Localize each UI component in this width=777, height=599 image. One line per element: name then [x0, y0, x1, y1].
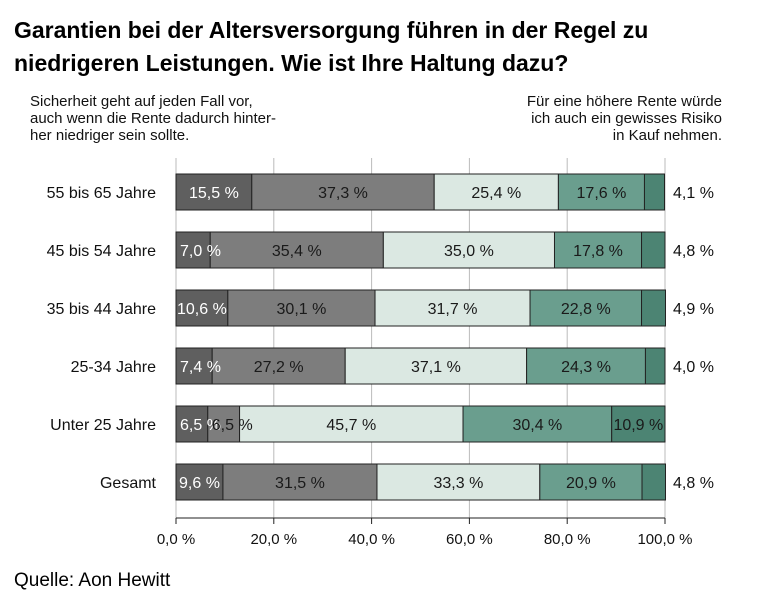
bar-segment	[251, 173, 435, 211]
x-tick-label: 20,0 %	[250, 531, 297, 548]
bar-segment	[553, 231, 643, 269]
category-label: 25-34 Jahre	[71, 359, 156, 376]
data-label: 30,4 %	[512, 417, 562, 434]
x-tick-label: 80,0 %	[544, 531, 591, 548]
bar-segment	[526, 347, 646, 385]
bar-segment	[175, 405, 209, 443]
category-label: Unter 25 Jahre	[50, 417, 156, 434]
data-label: 6,5 %	[212, 417, 253, 434]
data-label: 35,4 %	[272, 243, 322, 260]
data-label: 4,0 %	[673, 359, 714, 376]
x-tick-label: 0,0 %	[157, 531, 195, 548]
data-label: 24,3 %	[561, 359, 611, 376]
data-label: 31,7 %	[428, 301, 478, 318]
x-tick-label: 40,0 %	[348, 531, 395, 548]
data-label: 17,8 %	[573, 243, 623, 260]
left-axis-note: Sicherheit geht auf jeden Fall vor, auch…	[30, 93, 276, 144]
data-label: 45,7 %	[326, 417, 376, 434]
data-label: 37,1 %	[411, 359, 461, 376]
data-label: 9,6 %	[179, 475, 220, 492]
bar-segment	[175, 289, 229, 327]
data-label: 31,5 %	[275, 475, 325, 492]
bar-segment	[227, 289, 376, 327]
bar-segment	[239, 405, 464, 443]
data-label: 37,3 %	[318, 185, 368, 202]
data-label: 4,8 %	[673, 243, 714, 260]
data-label: 4,1 %	[673, 185, 714, 202]
category-label: 35 bis 44 Jahre	[47, 301, 157, 318]
data-label: 35,0 %	[444, 243, 494, 260]
bar-segment	[641, 463, 666, 501]
data-label: 25,4 %	[471, 185, 521, 202]
data-label: 4,9 %	[673, 301, 714, 318]
data-label: 30,1 %	[277, 301, 327, 318]
data-label: 15,5 %	[189, 185, 239, 202]
bar-segment	[374, 289, 531, 327]
bar-segment	[209, 231, 384, 269]
bar-segment	[433, 173, 559, 211]
data-label: 7,0 %	[180, 243, 221, 260]
x-tick-label: 60,0 %	[446, 531, 493, 548]
bar-segment	[344, 347, 528, 385]
bar-segment	[641, 231, 666, 269]
bar-segment	[175, 231, 211, 269]
bar-segment	[644, 347, 666, 385]
bar-segment	[643, 173, 666, 211]
bar-segment	[529, 289, 643, 327]
data-label: 27,2 %	[254, 359, 304, 376]
bar-segment	[222, 463, 378, 501]
source-note: Quelle: Aon Hewitt	[14, 570, 171, 591]
bar-segment	[539, 463, 643, 501]
bar-segment	[557, 173, 645, 211]
data-label: 20,9 %	[566, 475, 616, 492]
data-label: 6,5 %	[180, 417, 221, 434]
bar-segment	[611, 405, 666, 443]
data-label: 4,8 %	[673, 475, 714, 492]
data-label: 22,8 %	[561, 301, 611, 318]
data-label: 33,3 %	[433, 475, 483, 492]
right-axis-note: Für eine höhere Rente würde ich auch ein…	[526, 93, 722, 144]
bar-segment	[175, 173, 253, 211]
chart-title: Garantien bei der Altersversorgung führe…	[14, 17, 649, 76]
category-label: Gesamt	[100, 475, 157, 492]
bar-segment	[641, 289, 666, 327]
x-tick-label: 100,0 %	[637, 531, 692, 548]
bar-segment	[175, 463, 224, 501]
bar-segment	[462, 405, 613, 443]
category-label: 45 bis 54 Jahre	[47, 243, 157, 260]
bar-segment	[175, 347, 213, 385]
data-label: 10,9 %	[613, 417, 663, 434]
category-label: 55 bis 65 Jahre	[47, 185, 157, 202]
data-label: 17,6 %	[577, 185, 627, 202]
bar-segment	[211, 347, 346, 385]
data-label: 7,4 %	[180, 359, 221, 376]
data-label: 10,6 %	[177, 301, 227, 318]
